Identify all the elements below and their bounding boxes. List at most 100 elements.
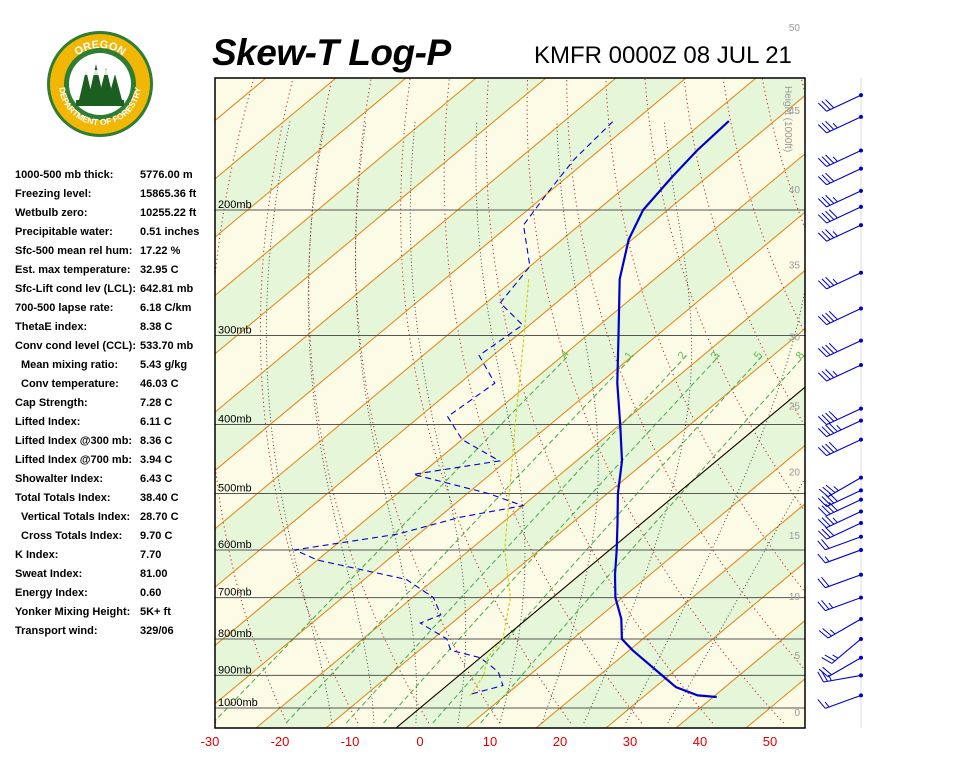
wind-barb <box>821 636 863 664</box>
wind-barb-dot <box>859 655 863 660</box>
mixing-ratio-label: 3 <box>709 350 722 362</box>
index-label: Sfc-500 mean rel hum: <box>15 245 133 257</box>
index-value: 642.81 mb <box>140 283 194 295</box>
index-row: Mean mixing ratio: 5.43 g/kg <box>15 359 215 378</box>
wind-barb <box>817 509 863 529</box>
wind-barb-feather <box>817 507 827 517</box>
dry-adiabat <box>896 0 960 723</box>
wind-barb-feather <box>825 154 835 164</box>
index-row: 1000-500 mb thick: 5776.00 m <box>15 169 215 188</box>
wind-barb <box>817 204 863 224</box>
pressure-label: 400mb <box>218 413 252 425</box>
wind-barb-half-feather <box>833 486 839 492</box>
zero-isotherm <box>395 386 805 728</box>
index-value: 32.95 C <box>140 264 179 276</box>
index-label: Precipitable water: <box>15 226 113 238</box>
index-value: 329/06 <box>140 625 174 637</box>
index-label: Freezing level: <box>15 188 92 200</box>
wind-barb-feather <box>822 486 832 496</box>
index-label: ThetaE index: <box>15 321 88 333</box>
wind-barb-staff <box>826 224 862 242</box>
wind-barb <box>817 693 863 709</box>
wind-barb-feather <box>821 212 831 222</box>
pressure-label: 700mb <box>218 587 252 599</box>
wind-barb-dot <box>859 488 863 493</box>
index-row: Sfc-Lift cond lev (LCL): 642.81 mb <box>15 283 215 302</box>
index-value: 7.28 C <box>140 397 173 409</box>
wind-barb-dot <box>859 595 863 600</box>
wind-barb <box>817 521 863 540</box>
index-row: Cross Totals Index: 9.70 C <box>15 530 215 549</box>
wind-barb-staff <box>826 116 862 134</box>
wind-barb-feather <box>821 657 833 664</box>
mixing-ratio-line <box>480 355 805 724</box>
height-tick-label: 45 <box>789 106 801 117</box>
wind-barb-feather <box>821 577 830 587</box>
wind-barb-staff <box>826 439 862 457</box>
wind-barb-dot <box>859 521 863 526</box>
index-label: Est. max temperature: <box>15 264 131 276</box>
wind-barb <box>818 655 863 678</box>
wind-barb <box>817 223 863 242</box>
wind-barb-feather <box>817 601 826 611</box>
wind-barb-feather <box>817 348 827 357</box>
temperature-line <box>613 120 730 699</box>
wind-barb-staff <box>826 206 862 224</box>
pressure-label: 800mb <box>218 628 252 640</box>
index-row: Est. max temperature: 32.95 C <box>15 264 215 283</box>
wind-barb-feather <box>821 414 831 424</box>
wind-barb <box>817 534 863 551</box>
index-label: Showalter Index: <box>15 473 104 485</box>
wind-barb-staff <box>825 549 862 564</box>
pressure-labels: 1000mb 900mb 800mb 700mb 600mb 500mb 400mb 300m… <box>218 199 258 709</box>
wind-barb-feather <box>821 505 831 515</box>
wind-barb-feather <box>825 276 835 286</box>
parcel-line <box>469 278 530 696</box>
wind-barb-feather <box>821 156 831 166</box>
wind-barb-staff <box>826 364 862 382</box>
wind-barb-dot <box>859 673 863 678</box>
x-tick-label: 40 <box>693 734 707 749</box>
index-value: 15865.36 ft <box>140 188 197 200</box>
dry-adiabat <box>215 78 288 724</box>
wind-barb-dot <box>859 509 863 514</box>
index-row: 700-500 lapse rate: 6.18 C/km <box>15 302 215 321</box>
height-tick-label: 15 <box>789 531 801 542</box>
wind-barb-staff <box>827 618 862 639</box>
wind-barb-staff <box>827 657 862 678</box>
wind-barb <box>817 418 863 438</box>
index-row: Conv temperature: 46.03 C <box>15 378 215 397</box>
wind-barb-feather <box>817 124 827 134</box>
wind-barb <box>817 114 863 134</box>
index-row: Precipitable water: 0.51 inches <box>15 226 215 245</box>
wind-barb-feather <box>821 230 831 240</box>
wind-barb-half-feather <box>829 629 836 635</box>
wind-barb <box>817 406 863 426</box>
wind-barb <box>817 148 863 168</box>
wind-barb-dot <box>859 547 863 552</box>
wind-barb-dot <box>859 636 863 641</box>
wind-barb <box>817 270 863 290</box>
mixing-ratio-line <box>345 355 688 724</box>
pressure-label: 300mb <box>218 324 252 336</box>
index-label: Sweat Index: <box>15 568 83 580</box>
index-label: Total Totals Index: <box>15 492 111 504</box>
svg-text:OREGON: OREGON <box>72 39 127 59</box>
index-value: 17.22 % <box>140 245 181 257</box>
wind-barb-dot <box>859 693 863 698</box>
isotherm-line <box>255 269 805 728</box>
index-label: Conv temperature: <box>21 378 119 390</box>
chart-title: Skew-T Log-P <box>212 32 451 73</box>
wind-barb-feather <box>825 424 835 434</box>
pressure-label: 1000mb <box>218 697 258 709</box>
wind-barb-half-feather <box>836 424 842 431</box>
isotherm-band <box>215 212 805 728</box>
wind-barb-feather <box>821 196 831 206</box>
index-label: K Index: <box>15 549 59 561</box>
index-row: Sweat Index: 81.00 <box>15 568 215 587</box>
wind-barb-dot <box>859 166 863 171</box>
index-label: Conv cond level (CCL): <box>15 340 137 352</box>
wind-barb-feather <box>821 174 831 184</box>
wind-barb-feather <box>825 443 835 453</box>
wind-barb-staff <box>831 638 862 664</box>
